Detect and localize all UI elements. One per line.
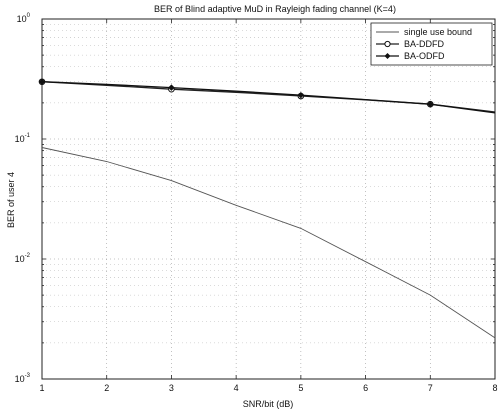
plot-area bbox=[38, 18, 496, 380]
x-tick-label: 7 bbox=[428, 383, 433, 393]
y-tick-label: 10-3 bbox=[15, 373, 31, 384]
legend-label: BA-ODFD bbox=[404, 51, 445, 61]
series-line-2 bbox=[41, 81, 496, 114]
legend-marker-circle bbox=[384, 40, 391, 48]
y-tick-label: 10-2 bbox=[15, 253, 31, 264]
series-line-0 bbox=[41, 147, 496, 339]
x-tick-label: 1 bbox=[39, 383, 44, 393]
legend-label: single use bound bbox=[404, 27, 472, 37]
x-axis: 1 2 3 4 5 6 7 8 bbox=[39, 19, 498, 393]
legend: single use bound BA-DDFD BA-ODFD bbox=[370, 22, 493, 66]
data-point-diamond bbox=[297, 91, 305, 99]
series-layer bbox=[38, 78, 496, 339]
legend-label: BA-DDFD bbox=[404, 39, 444, 49]
plot-frame bbox=[41, 18, 496, 380]
data-point-diamond bbox=[427, 100, 434, 108]
data-point-diamond bbox=[168, 84, 175, 91]
y-axis-label: BER of user 4 bbox=[6, 172, 16, 228]
y-tick-label: 10-1 bbox=[15, 133, 31, 144]
x-tick-label: 8 bbox=[492, 383, 497, 393]
x-tick-label: 5 bbox=[298, 383, 303, 393]
x-tick-label: 2 bbox=[104, 383, 109, 393]
grid bbox=[42, 19, 495, 379]
y-tick-label: 100 bbox=[17, 13, 31, 24]
x-axis-label: SNR/bit (dB) bbox=[243, 399, 294, 409]
y-axis: 100 10-1 10-2 10-3 bbox=[15, 13, 31, 384]
legend-marker-diamond bbox=[384, 53, 391, 59]
x-tick-label: 4 bbox=[234, 383, 239, 393]
x-tick-label: 3 bbox=[169, 383, 174, 393]
x-tick-label: 6 bbox=[363, 383, 368, 393]
chart-title: BER of Blind adaptive MuD in Rayleigh fa… bbox=[154, 4, 396, 14]
data-point-diamond bbox=[38, 78, 46, 85]
